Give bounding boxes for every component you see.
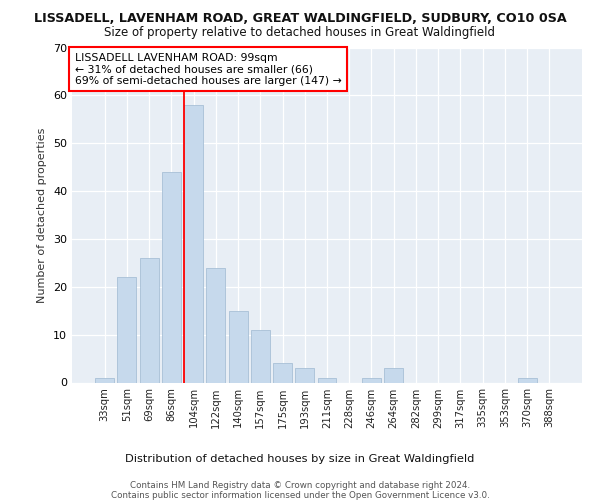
Bar	[518, 378, 536, 382]
Bar	[273, 364, 292, 382]
Bar	[384, 368, 403, 382]
Text: Distribution of detached houses by size in Great Waldingfield: Distribution of detached houses by size …	[125, 454, 475, 464]
Bar	[362, 378, 381, 382]
Y-axis label: Number of detached properties: Number of detached properties	[37, 128, 47, 302]
Bar	[229, 310, 248, 382]
Bar	[162, 172, 181, 382]
Bar	[206, 268, 225, 382]
Bar	[95, 378, 114, 382]
Text: Contains public sector information licensed under the Open Government Licence v3: Contains public sector information licen…	[110, 491, 490, 500]
Text: Size of property relative to detached houses in Great Waldingfield: Size of property relative to detached ho…	[104, 26, 496, 39]
Bar	[140, 258, 158, 382]
Bar	[317, 378, 337, 382]
Bar	[295, 368, 314, 382]
Text: LISSADELL, LAVENHAM ROAD, GREAT WALDINGFIELD, SUDBURY, CO10 0SA: LISSADELL, LAVENHAM ROAD, GREAT WALDINGF…	[34, 12, 566, 26]
Bar	[118, 277, 136, 382]
Text: Contains HM Land Registry data © Crown copyright and database right 2024.: Contains HM Land Registry data © Crown c…	[130, 481, 470, 490]
Bar	[184, 105, 203, 382]
Text: LISSADELL LAVENHAM ROAD: 99sqm
← 31% of detached houses are smaller (66)
69% of : LISSADELL LAVENHAM ROAD: 99sqm ← 31% of …	[74, 52, 341, 86]
Bar	[251, 330, 270, 382]
